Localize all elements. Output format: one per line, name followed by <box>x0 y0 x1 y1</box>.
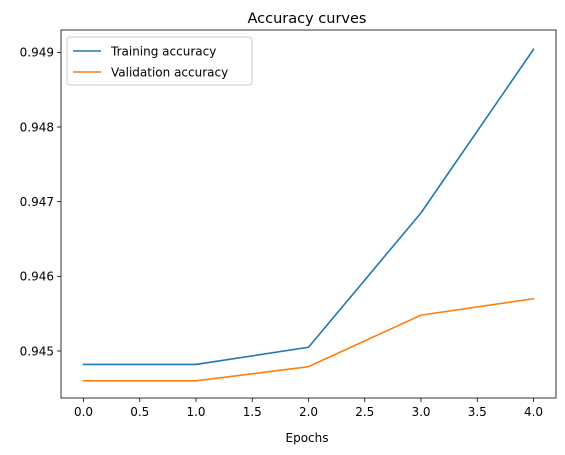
plot-area <box>60 29 557 399</box>
y-tick-label: 0.945 <box>20 344 54 358</box>
chart-title: Accuracy curves <box>248 11 367 27</box>
y-tick-label: 0.946 <box>20 270 54 284</box>
legend-box <box>66 36 253 86</box>
legend-label-training: Training accuracy <box>110 45 216 59</box>
x-tick-label: 2.5 <box>355 405 374 419</box>
x-tick-label: 1.0 <box>186 405 205 419</box>
y-tick-label: 0.948 <box>20 120 54 134</box>
series-lines <box>82 48 535 382</box>
training-accuracy-line <box>82 48 535 366</box>
x-axis-label: Epochs <box>286 431 329 445</box>
x-tick-label: 1.5 <box>243 405 262 419</box>
x-axis: 0.0 0.5 1.0 1.5 2.0 2.5 3.0 3.5 4.0 <box>74 398 543 419</box>
x-tick-label: 3.0 <box>411 405 430 419</box>
y-tick-label: 0.949 <box>20 46 54 60</box>
y-tick-label: 0.947 <box>20 195 54 209</box>
x-tick-label: 0.5 <box>130 405 149 419</box>
legend-label-validation: Validation accuracy <box>111 66 228 80</box>
y-axis: 0.945 0.946 0.947 0.948 0.949 <box>20 46 61 358</box>
validation-accuracy-line <box>82 297 535 382</box>
legend: Training accuracy Validation accuracy <box>66 36 253 86</box>
x-tick-label: 3.5 <box>468 405 487 419</box>
x-tick-label: 2.0 <box>299 405 318 419</box>
x-tick-label: 0.0 <box>74 405 93 419</box>
x-tick-label: 4.0 <box>524 405 543 419</box>
